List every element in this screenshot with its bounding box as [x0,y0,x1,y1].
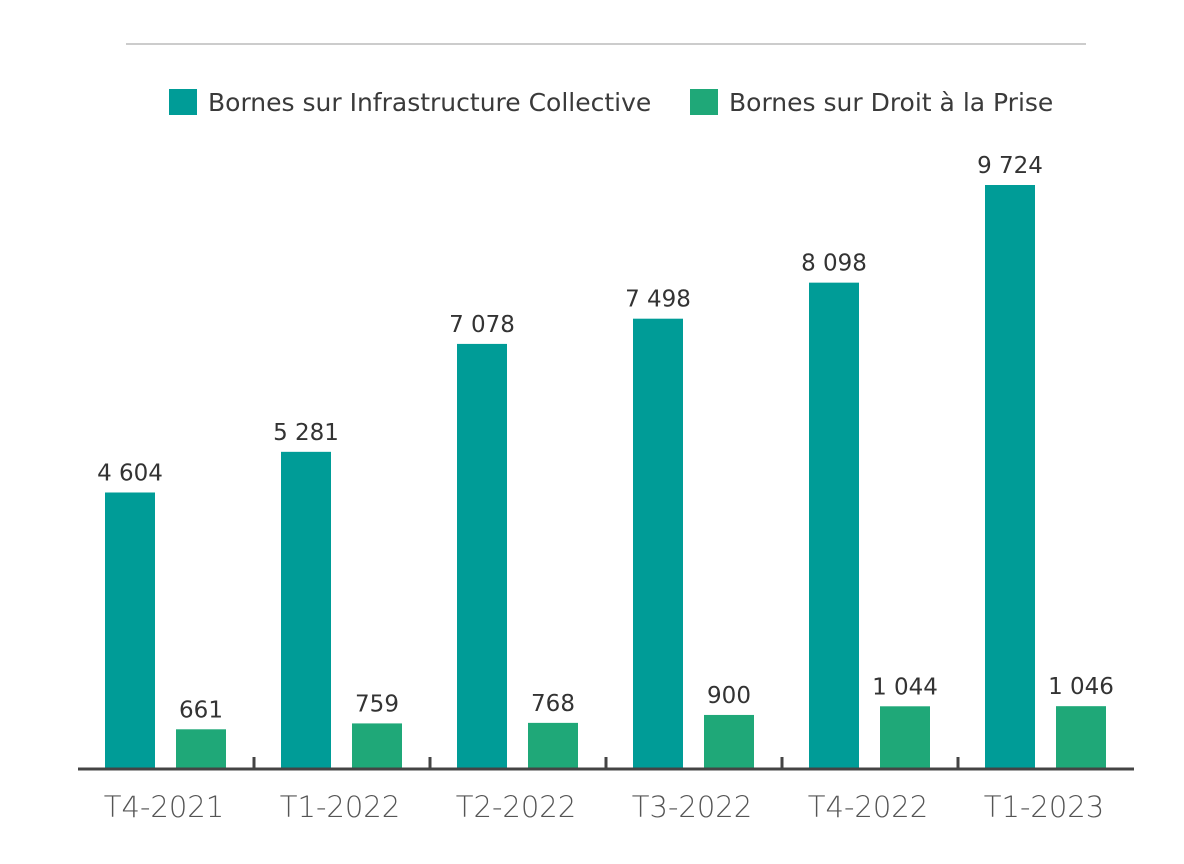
value-label-prise-1: 759 [355,691,399,717]
value-label-infrastructure-1: 5 281 [273,420,339,446]
bar-infrastructure-2 [457,343,507,769]
value-label-prise-5: 1 046 [1048,674,1114,700]
x-tick-label-0: T4-2021 [104,790,224,824]
x-axis-ticks [252,757,960,769]
x-axis-tick-labels: T4-2021 T1-2022 T2-2022 T3-2022 T4-2022 T1-20… [104,790,1104,824]
bar-infrastructure-4 [809,282,859,769]
bar-infrastructure-0 [105,492,155,769]
bar-infrastructure-1 [281,451,331,769]
bar-infrastructure-5 [985,185,1035,769]
legend-item-infrastructure-collective: Bornes sur Infrastructure Collective [169,88,651,117]
legend-label-infrastructure-collective: Bornes sur Infrastructure Collective [208,88,651,117]
value-label-infrastructure-4: 8 098 [801,251,867,277]
bar-prise-4 [880,706,930,769]
value-labels-group: 4 604 661 5 281 759 7 078 768 7 498 900 8 098 1 0… [97,153,1114,723]
legend-swatch-droit-a-la-prise [690,89,718,115]
bar-prise-3 [704,714,754,769]
bar-infrastructure-3 [633,318,683,769]
bar-prise-1 [352,723,402,769]
x-tick-label-5: T1-2023 [984,790,1104,824]
legend-swatch-infrastructure-collective [169,89,197,115]
x-tick-label-3: T3-2022 [632,790,752,824]
bars-group [105,185,1106,769]
value-label-prise-3: 900 [707,683,751,709]
x-tick-label-1: T1-2022 [280,790,400,824]
value-label-infrastructure-5: 9 724 [977,153,1043,179]
bar-prise-0 [176,729,226,769]
x-tick-label-2: T2-2022 [456,790,576,824]
value-label-prise-4: 1 044 [872,674,938,700]
legend-label-droit-a-la-prise: Bornes sur Droit à la Prise [729,88,1053,117]
x-tick-label-4: T4-2022 [808,790,928,824]
value-label-infrastructure-3: 7 498 [625,287,691,313]
legend: Bornes sur Infrastructure Collective Bor… [169,88,1053,117]
value-label-prise-0: 661 [179,697,223,723]
bar-prise-5 [1056,706,1106,769]
legend-item-droit-a-la-prise: Bornes sur Droit à la Prise [690,88,1053,117]
value-label-infrastructure-2: 7 078 [449,312,515,338]
bar-prise-2 [528,722,578,769]
value-label-infrastructure-0: 4 604 [97,460,163,486]
value-label-prise-2: 768 [531,691,575,717]
